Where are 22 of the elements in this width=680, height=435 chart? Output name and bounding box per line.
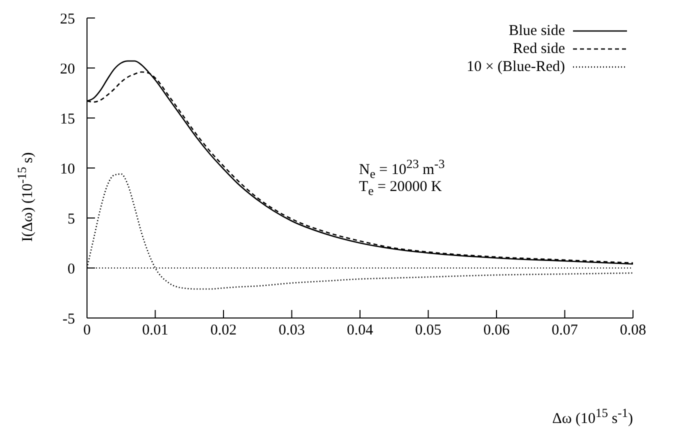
legend-label: Blue side bbox=[508, 22, 565, 40]
y-tick-label: 20 bbox=[60, 61, 75, 78]
y-tick-label: 10 bbox=[60, 161, 75, 178]
y-tick-label: -5 bbox=[62, 311, 75, 328]
annotation: N$_{e}$ = 10$^{23}$ m$^{-3}$ bbox=[359, 157, 445, 181]
x-axis-title: Δω (10$^{15}$ s$^{-1}$) bbox=[552, 406, 633, 427]
x-tick-label: 0.05 bbox=[415, 322, 442, 339]
legend-label: 10 × (Blue-Red) bbox=[466, 58, 565, 76]
x-tick-label: 0.02 bbox=[210, 322, 237, 339]
legend-label: Red side bbox=[512, 40, 565, 58]
x-tick-label: 0.04 bbox=[346, 322, 374, 339]
y-tick-label: 25 bbox=[60, 11, 75, 28]
annotation: T$_{e}$ = 20000 K bbox=[359, 179, 442, 198]
y-tick-label: 15 bbox=[60, 111, 75, 128]
x-tick-label: 0.06 bbox=[483, 322, 510, 339]
x-tick-label: 0.03 bbox=[278, 322, 305, 339]
x-tick-label: 0.07 bbox=[552, 322, 578, 339]
x-tick-label: 0.01 bbox=[142, 322, 168, 339]
y-tick-label: 0 bbox=[68, 261, 75, 278]
y-tick-label: 5 bbox=[68, 211, 75, 228]
x-tick-label: 0.08 bbox=[620, 322, 646, 339]
x-tick-label: 0 bbox=[83, 322, 91, 339]
